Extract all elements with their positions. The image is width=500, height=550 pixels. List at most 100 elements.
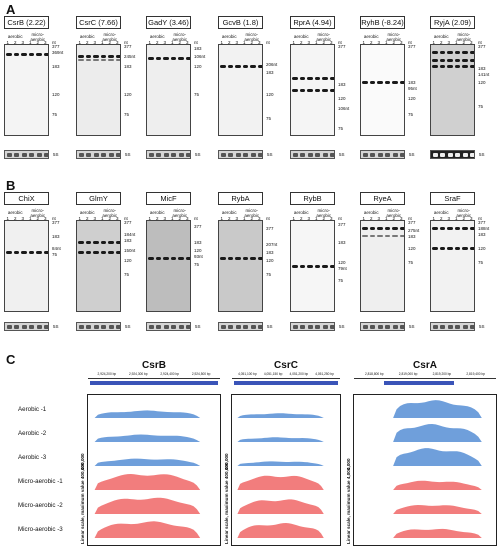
gel-panel: MicF aerobic micro- aerobic 1 2 3 1 2 3 nt 377 183 9… xyxy=(146,192,212,342)
loading-band xyxy=(86,325,91,329)
lane-number: 3 xyxy=(329,40,333,45)
loading-band xyxy=(447,153,453,157)
rna-band xyxy=(93,55,99,58)
rna-band xyxy=(28,251,34,254)
loading-band xyxy=(392,153,398,157)
rna-band xyxy=(462,247,468,250)
loading-band xyxy=(292,153,298,157)
coverage-aerobic xyxy=(354,448,496,466)
loading-band xyxy=(362,325,368,329)
lane-number: 1 xyxy=(432,216,435,221)
lane-number: 2 xyxy=(392,40,395,45)
size-marker-label: 150nt xyxy=(124,248,136,253)
size-marker-label: 245nt xyxy=(124,54,136,59)
rna-band xyxy=(299,265,305,268)
rna-band xyxy=(292,265,298,268)
lane-number: 3 xyxy=(93,40,96,45)
lane-number: 3 xyxy=(447,40,450,45)
rna-band xyxy=(439,59,445,62)
loading-band xyxy=(186,153,190,157)
size-marker-label: 183 xyxy=(52,234,60,239)
gel-image xyxy=(4,44,49,136)
coverage-aerobic xyxy=(232,437,340,442)
loading-control-5s xyxy=(360,322,405,331)
rna-band xyxy=(93,241,99,244)
rna-band xyxy=(399,235,404,237)
rna-band xyxy=(78,251,84,254)
gene-name: CsrB xyxy=(142,360,166,371)
loading-control-label: 5S xyxy=(409,152,415,157)
gel-image xyxy=(430,220,475,312)
condition-aerobic-label: aerobic xyxy=(363,34,379,39)
rna-band xyxy=(314,265,320,268)
size-marker-label: 120 xyxy=(266,258,274,263)
rna-band xyxy=(21,251,27,254)
gel-panel: RybB aerobic micro- aerobic 1 2 3 1 2 3 nt 377 183 7… xyxy=(290,192,356,342)
nt-label: nt xyxy=(338,40,342,45)
size-marker-label: 183 xyxy=(124,64,132,69)
size-marker-label: 184nt xyxy=(124,232,136,237)
condition-microaerobic-label: micro- aerobic xyxy=(244,208,260,218)
lane-number: 2 xyxy=(13,216,17,221)
condition-microaerobic-label: micro- aerobic xyxy=(172,208,188,218)
lane-number: 2 xyxy=(36,40,39,45)
rna-band xyxy=(362,227,368,230)
size-marker-label: 183 xyxy=(52,64,60,69)
rna-band xyxy=(148,57,154,60)
coverage-aerobic xyxy=(88,410,220,418)
rna-band xyxy=(235,65,241,68)
rna-band xyxy=(115,251,120,254)
rna-band xyxy=(447,59,453,62)
rna-band xyxy=(93,59,99,61)
loading-band xyxy=(220,325,226,329)
loading-control-label: 5S xyxy=(53,152,59,157)
rna-band xyxy=(392,81,398,84)
gel-panel: RyjA (2.09) aerobic micro- aerobic 1 2 3 1 2 3 nt… xyxy=(430,16,496,166)
coverage-aerobic xyxy=(232,413,340,418)
gel-panel: CsrB (2.22) aerobic micro- aerobic 1 2 3 1 2 3 nt… xyxy=(4,16,70,166)
y-axis-label-microaerobic: Linear scale, maximum value 4,000 xyxy=(346,468,351,544)
rna-band xyxy=(439,65,445,68)
rna-band xyxy=(454,65,460,68)
loading-band xyxy=(21,325,27,329)
nt-label: nt xyxy=(52,40,56,45)
rna-band xyxy=(329,89,334,92)
lane-number: 2 xyxy=(250,40,253,45)
size-marker-label: 93nt xyxy=(194,254,203,259)
coverage-area xyxy=(88,458,220,466)
lane-number: 2 xyxy=(322,216,325,221)
coverage-aerobic xyxy=(88,434,220,442)
coverage-aerobic xyxy=(354,400,496,418)
size-marker-label: 183 xyxy=(194,46,202,51)
loading-band xyxy=(86,153,91,157)
rna-band xyxy=(43,53,48,56)
rna-band xyxy=(220,257,226,260)
coverage-aerobic xyxy=(88,458,220,466)
size-marker-label: 377 xyxy=(338,222,346,227)
condition-microaerobic-label: micro- aerobic xyxy=(30,208,46,218)
condition-aerobic-label: aerobic xyxy=(79,34,95,39)
loading-band xyxy=(300,153,305,157)
size-marker-label: 120 xyxy=(408,246,416,251)
size-marker-label: 120 xyxy=(478,80,486,85)
gel-image xyxy=(360,220,405,312)
loading-band xyxy=(455,153,460,157)
loading-control-label: 5S xyxy=(53,324,59,329)
rna-band xyxy=(454,51,460,54)
y-axis-max-value: 400,000 xyxy=(80,462,85,480)
y-axis-label-text: Linear scale, maximum value xyxy=(80,480,85,544)
loading-control-5s xyxy=(146,322,191,331)
lane-number: 1 xyxy=(362,40,365,45)
loading-band xyxy=(220,153,226,157)
rna-band xyxy=(148,257,154,260)
rna-band xyxy=(362,235,368,237)
loading-band xyxy=(148,325,154,329)
rna-band xyxy=(462,227,468,230)
gel-panel: SraF aerobic micro- aerobic 1 2 3 1 2 3 nt 377 188n… xyxy=(430,192,496,342)
rna-band xyxy=(257,257,262,260)
loading-control-label: 5S xyxy=(125,152,131,157)
y-axis-max-value: 400,000 xyxy=(224,462,229,480)
loading-control-5s xyxy=(218,322,263,331)
loading-band xyxy=(250,325,256,329)
